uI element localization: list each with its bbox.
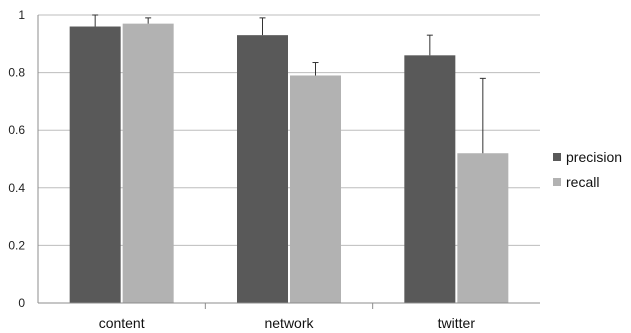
y-tick-label: 0.6 xyxy=(8,123,25,137)
error-bars xyxy=(92,14,486,154)
bar-recall-twitter xyxy=(457,153,509,303)
y-tick-label: 0.2 xyxy=(8,238,25,252)
legend-label-precision: precision xyxy=(566,149,622,165)
y-tick-label: 0.8 xyxy=(8,66,25,80)
x-tick-label: content xyxy=(99,315,145,331)
bars xyxy=(69,23,509,304)
legend-label-recall: recall xyxy=(566,174,599,190)
bar-precision-network xyxy=(237,35,288,303)
bar-recall-content xyxy=(122,23,174,303)
axes xyxy=(37,15,540,309)
y-axis-ticks: 0 0.2 0.4 0.6 0.8 1 xyxy=(8,8,25,310)
y-tick-label: 0 xyxy=(18,296,25,310)
legend: precision recall xyxy=(553,149,622,190)
x-axis-labels: content network twitter xyxy=(99,315,476,331)
bar-precision-twitter xyxy=(404,55,456,303)
legend-swatch-recall xyxy=(553,178,561,186)
legend-swatch-precision xyxy=(553,153,561,161)
x-tick-label: twitter xyxy=(438,315,476,331)
bar-recall-network xyxy=(290,75,341,303)
x-tick-label: network xyxy=(264,315,314,331)
bar-precision-content xyxy=(69,26,121,304)
y-tick-label: 0.4 xyxy=(8,181,25,195)
y-tick-label: 1 xyxy=(18,8,25,22)
